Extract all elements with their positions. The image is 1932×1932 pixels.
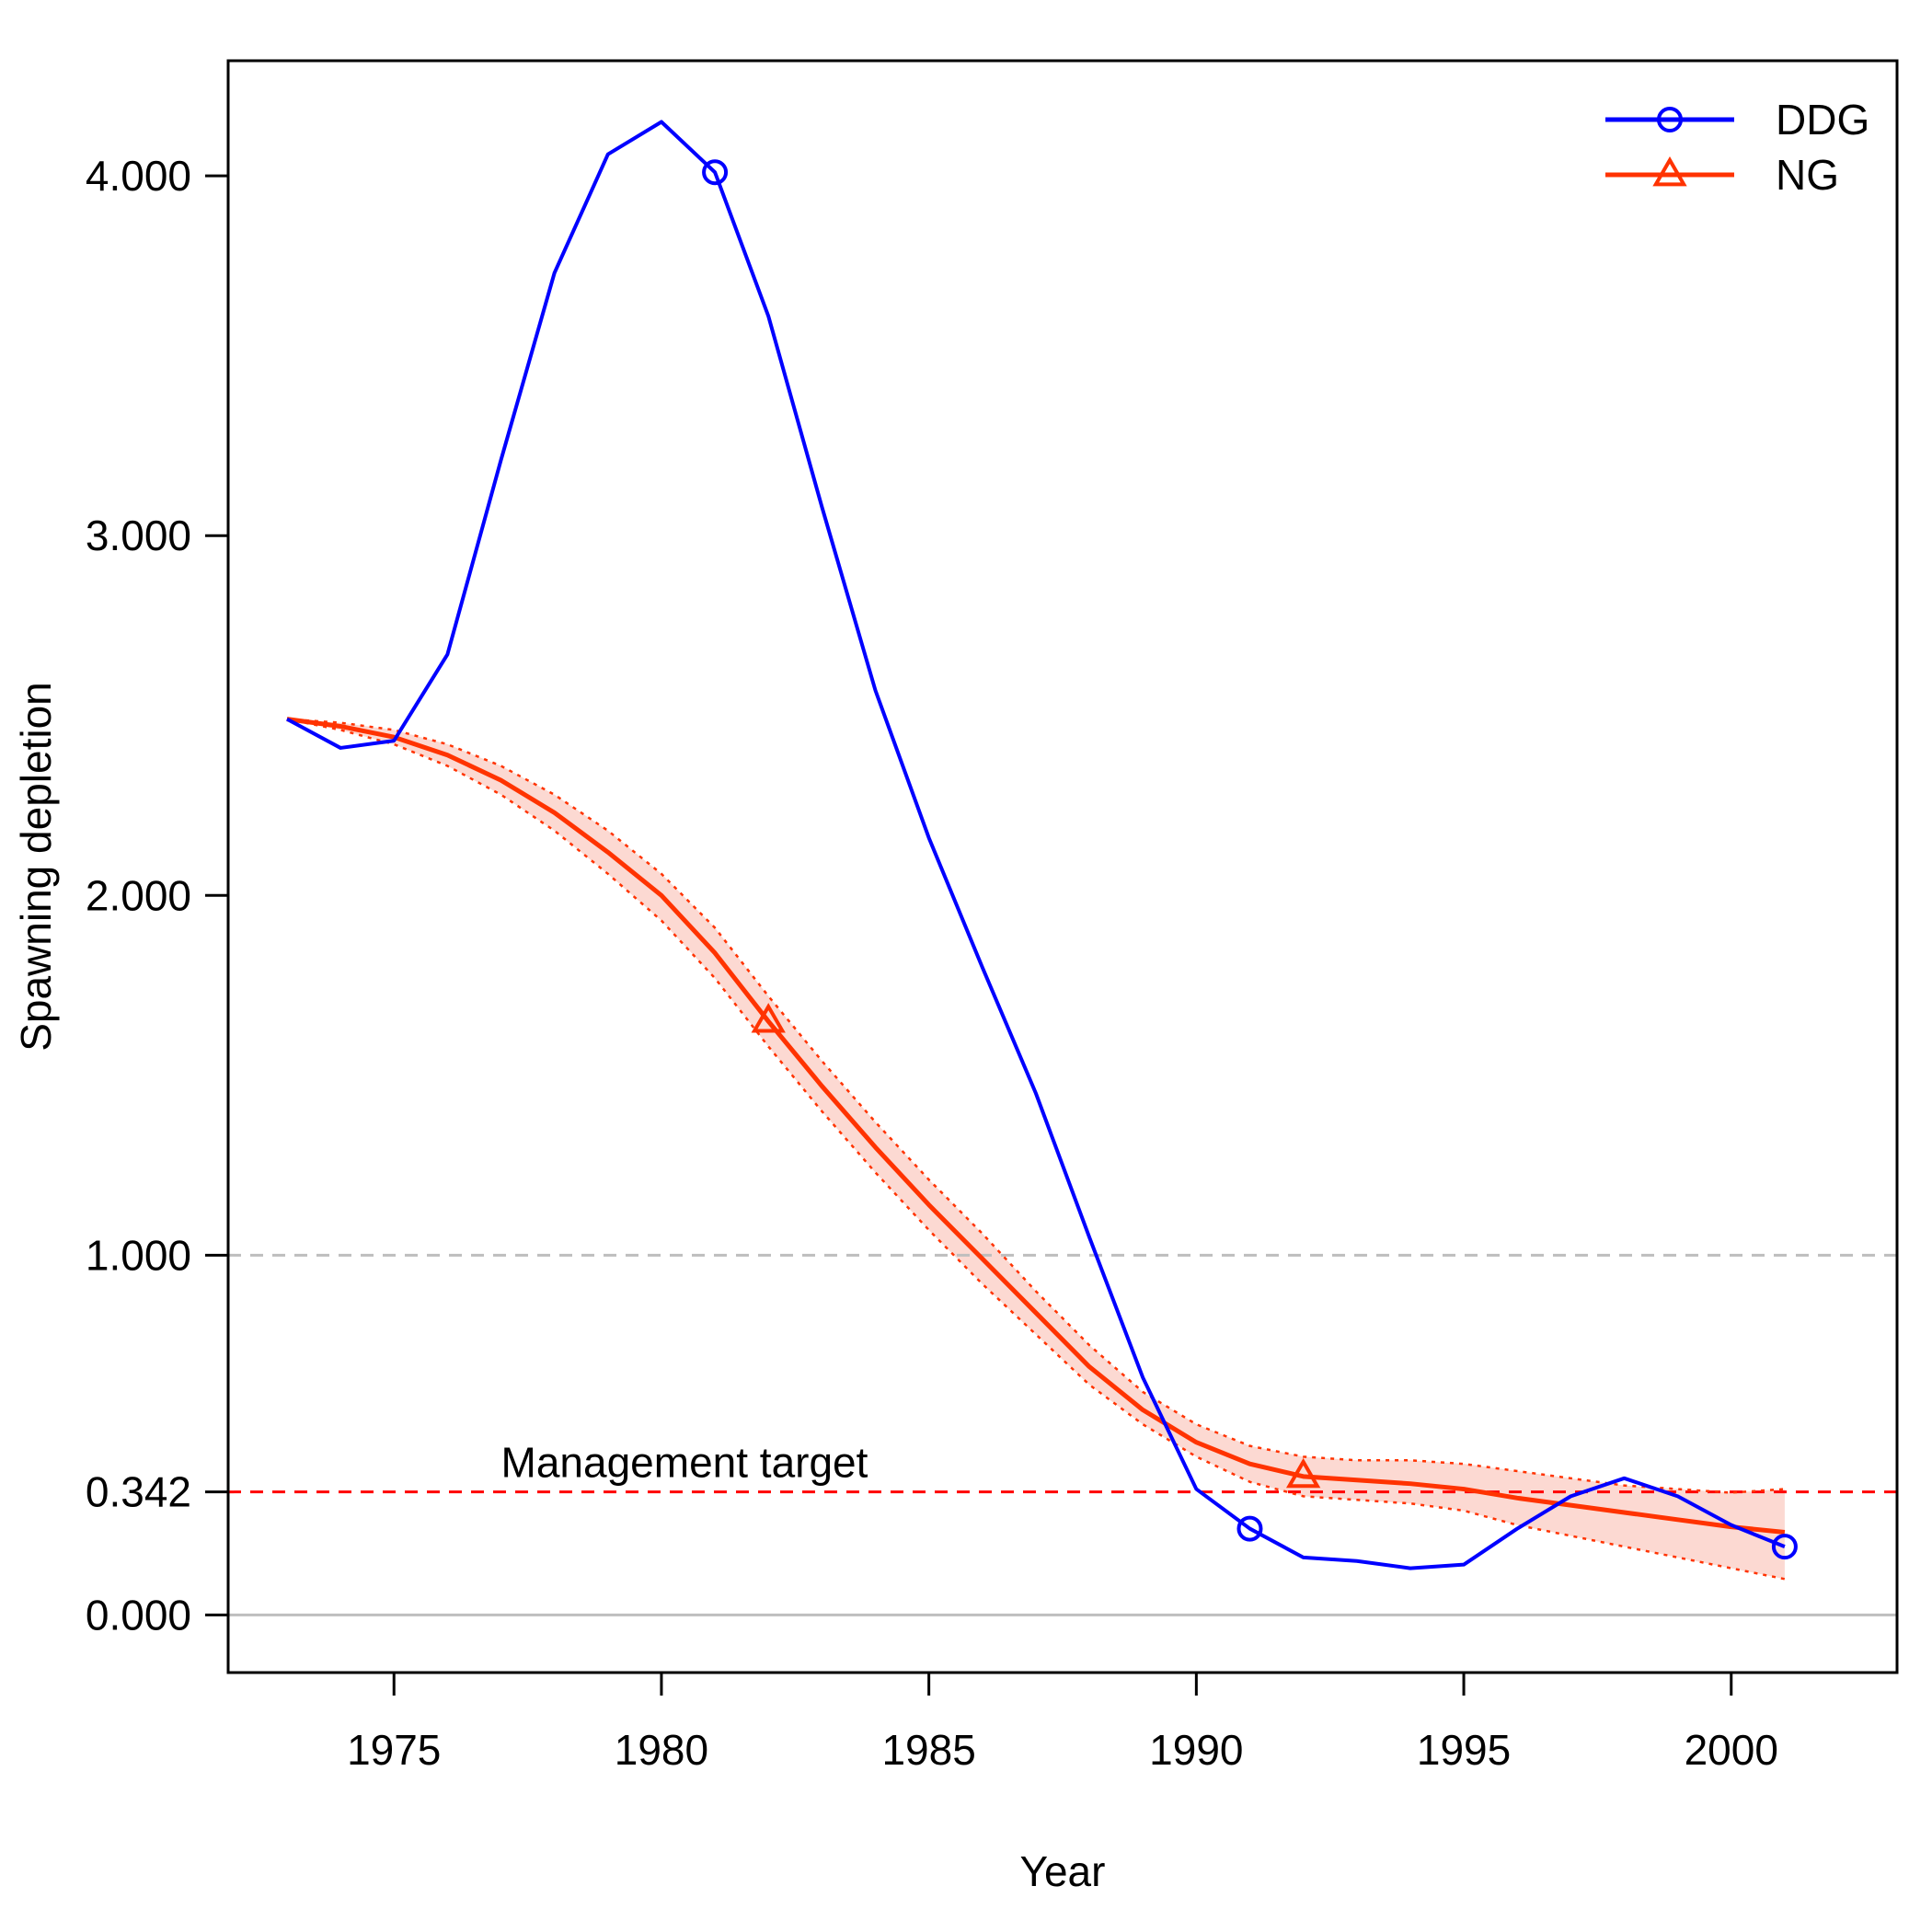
series-markers-group (702, 159, 1798, 1560)
ng-marker-1982 (751, 1003, 786, 1033)
x-tick-label-2000: 2000 (1685, 1726, 1778, 1774)
ddg-marker-1991 (1236, 1515, 1263, 1542)
ddg-marker-2001 (1771, 1534, 1798, 1560)
x-tick-label-1980: 1980 (615, 1726, 708, 1774)
ng-ci-upper-line (286, 718, 1785, 1494)
y-tick-label-1: 0.342 (86, 1468, 191, 1516)
legend-marker-ng (1652, 155, 1687, 187)
x-tick-label-1990: 1990 (1149, 1726, 1243, 1774)
y-tick-label-5: 4.000 (86, 152, 191, 200)
chart-text-group: Spawning depletion Year Management targe… (12, 682, 1105, 1895)
x-tick-label-1975: 1975 (347, 1726, 441, 1774)
ng-confidence-band (286, 719, 1785, 1580)
legend-marker-ddg (1657, 107, 1683, 132)
legend-label-ddg: DDG (1776, 96, 1869, 144)
ng-marker-1992 (1285, 1457, 1321, 1489)
y-tick-label-3: 2.000 (86, 871, 191, 919)
ng-confidence-band-group (286, 719, 1785, 1580)
ddg-series-line (286, 120, 1786, 1570)
y-tick-label-2: 1.000 (86, 1231, 191, 1279)
legend-label-ng: NG (1776, 151, 1839, 199)
x-axis-label: Year (1020, 1847, 1106, 1895)
y-axis-label: Spawning depletion (12, 682, 60, 1052)
ng-series-line (286, 717, 1786, 1535)
reference-lines-group (228, 1253, 1897, 1616)
legend: DDG NG (1605, 96, 1869, 199)
x-tick-label-1995: 1995 (1417, 1726, 1511, 1774)
ddg-marker-1981 (702, 159, 729, 186)
plot-frame (226, 59, 1899, 1674)
management-target-label: Management target (501, 1439, 868, 1487)
y-tick-label-0: 0.000 (86, 1591, 191, 1639)
series-lines-group (286, 120, 1786, 1581)
x-tick-label-1985: 1985 (881, 1726, 975, 1774)
y-tick-label-4: 3.000 (86, 512, 191, 559)
axes-group: 1975 1980 1985 1990 1995 2000 0.000 0.342 1.000 2… (86, 59, 1899, 1774)
